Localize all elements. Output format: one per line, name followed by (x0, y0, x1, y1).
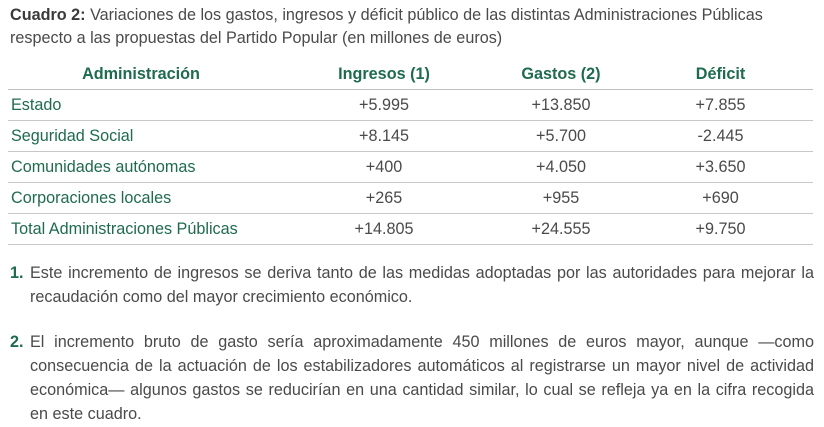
row-ingresos: +14.805 (274, 213, 494, 245)
deficit-table: Administración Ingresos (1) Gastos (2) D… (8, 60, 813, 245)
caption-label: Cuadro 2: (10, 6, 86, 24)
footnote-number: 1. (10, 264, 24, 282)
table-row: Total Administraciones Públicas +14.805 … (8, 213, 813, 245)
table-row: Estado +5.995 +13.850 +7.855 (8, 89, 813, 121)
table-caption: Cuadro 2: Variaciones de los gastos, ing… (10, 4, 810, 50)
caption-text: Variaciones de los gastos, ingresos y dé… (10, 6, 763, 47)
footnote-2: 2. El incremento bruto de gasto sería ap… (10, 330, 814, 426)
row-name: Comunidades autónomas (8, 151, 274, 183)
header-deficit: Déficit (628, 60, 813, 90)
row-deficit: +9.750 (628, 213, 813, 245)
row-gastos: +24.555 (494, 213, 628, 245)
footnote-1: 1. Este incremento de ingresos se deriva… (10, 261, 814, 309)
row-deficit: +690 (628, 182, 813, 214)
row-name: Corporaciones locales (8, 182, 274, 214)
row-name: Total Administraciones Públicas (8, 213, 274, 245)
header-ingresos: Ingresos (1) (274, 60, 494, 90)
table-row: Comunidades autónomas +400 +4.050 +3.650 (8, 151, 813, 183)
row-gastos: +13.850 (494, 89, 628, 121)
table-row: Corporaciones locales +265 +955 +690 (8, 182, 813, 214)
header-administracion: Administración (8, 60, 274, 90)
row-deficit: -2.445 (628, 120, 813, 152)
row-gastos: +5.700 (494, 120, 628, 152)
row-ingresos: +265 (274, 182, 494, 214)
header-gastos: Gastos (2) (494, 60, 628, 90)
row-deficit: +7.855 (628, 89, 813, 121)
row-gastos: +955 (494, 182, 628, 214)
row-gastos: +4.050 (494, 151, 628, 183)
row-deficit: +3.650 (628, 151, 813, 183)
footnote-text: Este incremento de ingresos se deriva ta… (30, 264, 814, 306)
table-header-row: Administración Ingresos (1) Gastos (2) D… (8, 60, 813, 90)
footnote-text: El incremento bruto de gasto sería aprox… (30, 333, 814, 423)
table-row: Seguridad Social +8.145 +5.700 -2.445 (8, 120, 813, 152)
row-ingresos: +5.995 (274, 89, 494, 121)
row-ingresos: +8.145 (274, 120, 494, 152)
row-name: Estado (8, 89, 274, 121)
row-name: Seguridad Social (8, 120, 274, 152)
row-ingresos: +400 (274, 151, 494, 183)
footnote-number: 2. (10, 333, 24, 351)
